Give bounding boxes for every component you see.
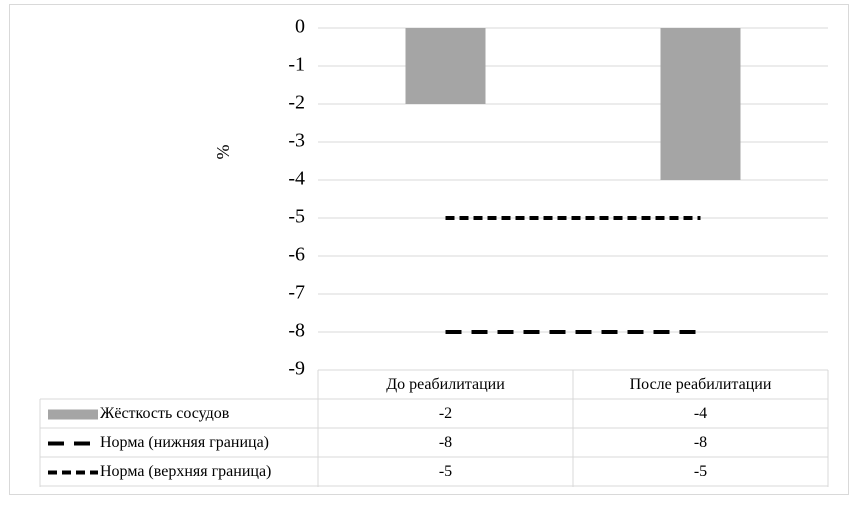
x-tick-label: После реабилитации xyxy=(630,376,772,393)
table-value: -4 xyxy=(694,405,707,422)
bar xyxy=(405,28,486,104)
y-tick-label: -8 xyxy=(288,320,305,342)
table-value: -2 xyxy=(439,405,452,422)
y-tick-label: 0 xyxy=(295,16,305,38)
table-value: -5 xyxy=(694,463,707,480)
legend-label: Норма (верхняя граница) xyxy=(100,463,271,480)
y-tick-label: -2 xyxy=(288,92,305,114)
legend-key xyxy=(48,409,98,420)
table-value: -8 xyxy=(439,434,452,451)
table-value: -5 xyxy=(439,463,452,480)
y-tick-label: -7 xyxy=(288,282,305,304)
y-tick-label: -4 xyxy=(288,168,305,190)
bar xyxy=(660,28,741,180)
legend-label: Норма (нижняя граница) xyxy=(100,434,269,451)
table-value: -8 xyxy=(694,434,707,451)
y-tick-label: -1 xyxy=(288,54,305,76)
y-axis-label: % xyxy=(213,145,233,160)
y-tick-label: -6 xyxy=(288,244,305,266)
y-tick-label: -3 xyxy=(288,130,305,152)
legend-label: Жёсткость сосудов xyxy=(100,405,230,422)
x-tick-label: До реабилитации xyxy=(386,376,505,393)
y-tick-label: -9 xyxy=(288,358,305,380)
y-tick-label: -5 xyxy=(288,206,305,228)
